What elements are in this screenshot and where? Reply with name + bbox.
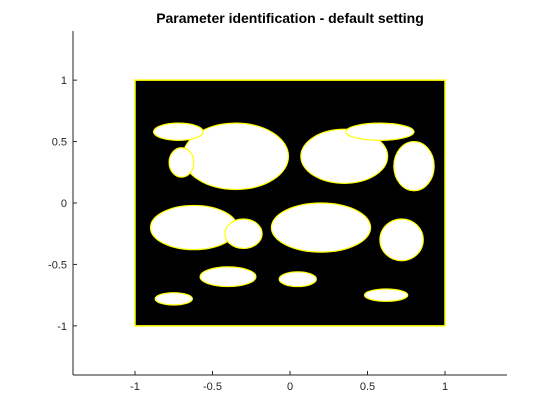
white-region-8: [224, 218, 263, 250]
chart-title: Parameter identification - default setti…: [156, 10, 424, 26]
white-region-group: [149, 122, 435, 306]
x-tick-label: -1: [130, 381, 140, 393]
white-region-11: [154, 292, 193, 306]
x-tick-label: -0.5: [203, 381, 222, 393]
plot-area: [134, 79, 446, 327]
y-tick-label: 1: [61, 75, 67, 87]
y-tick-label: 0.5: [52, 137, 67, 149]
x-axis-ticks: -1 -0.5 0 0.5 1: [130, 371, 448, 393]
x-tick-label: 0.5: [360, 381, 375, 393]
y-tick-label: -0.5: [48, 259, 67, 271]
white-region-6: [149, 204, 238, 251]
x-tick-label: 0: [287, 381, 293, 393]
y-axis-ticks: -1 -0.5 0 0.5 1: [48, 75, 77, 333]
white-region-12: [363, 288, 409, 302]
white-region-9: [379, 218, 424, 262]
white-region-2: [152, 122, 204, 141]
y-tick-label: 0: [61, 198, 67, 210]
white-region-5: [168, 147, 195, 178]
y-tick-label: -1: [57, 321, 67, 333]
white-region-4: [393, 140, 435, 192]
white-region-13: [278, 271, 317, 288]
white-region-3: [345, 122, 415, 141]
x-tick-label: 1: [442, 381, 448, 393]
white-region-1: [300, 128, 389, 184]
data-region: [134, 79, 446, 327]
white-region-10: [199, 266, 257, 288]
white-region-7: [270, 202, 372, 253]
